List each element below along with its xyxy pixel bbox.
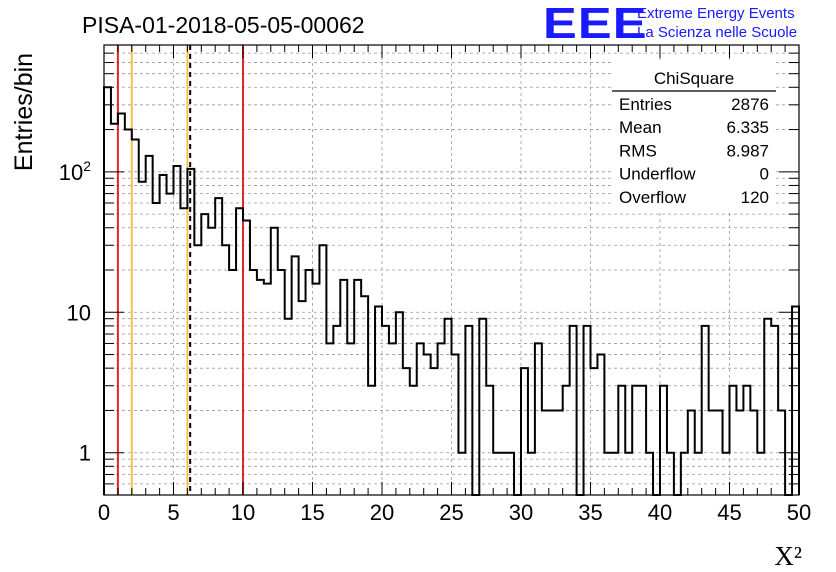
x-tick-label: 30	[509, 500, 533, 525]
stats-value: 0	[760, 165, 769, 184]
grid-lines	[104, 45, 799, 495]
y-tick-label: 102	[59, 158, 91, 185]
x-tick-label: 25	[439, 500, 463, 525]
stats-label: Entries	[619, 95, 672, 114]
stats-box: ChiSquare Entries 2876 Mean 6.335 RMS 8.987 Un…	[612, 60, 776, 210]
x-axis-label: X²	[774, 541, 802, 571]
stats-box-background	[612, 60, 776, 210]
x-tick-label: 20	[370, 500, 394, 525]
y-axis-label: Entries/bin	[10, 53, 38, 171]
eee-logo-mark: EEE	[543, 0, 648, 48]
histogram-bars	[103, 86, 800, 496]
y-tick-label: 10	[67, 300, 91, 325]
y-tick-labels: 1 10 102	[59, 158, 91, 466]
chart-title: PISA-01-2018-05-05-00062	[82, 12, 365, 38]
x-tick-label: 40	[648, 500, 672, 525]
axis-ticks	[103, 45, 800, 495]
x-tick-label: 10	[231, 500, 255, 525]
stats-value: 2876	[731, 95, 769, 114]
x-tick-label: 35	[578, 500, 602, 525]
stats-label: Overflow	[619, 188, 687, 207]
stats-box-rows: Entries 2876 Mean 6.335 RMS 8.987 Underflow 0 Ov…	[619, 95, 769, 207]
x-tick-label: 15	[300, 500, 324, 525]
stats-label: Underflow	[619, 165, 696, 184]
x-tick-labels: 0 5 10 15 20 25 30 35 40 45 50	[98, 500, 811, 525]
stats-label: RMS	[619, 141, 657, 160]
x-tick-label: 0	[98, 500, 110, 525]
stats-label: Mean	[619, 118, 662, 137]
y-tick-label: 1	[79, 441, 91, 466]
logo-line-2: La Scienza nelle Scuole	[637, 24, 798, 41]
x-tick-label: 50	[787, 500, 811, 525]
logo-line-1: Extreme Energy Events	[637, 5, 795, 22]
stats-value: 120	[741, 188, 769, 207]
stats-box-title: ChiSquare	[654, 69, 734, 88]
x-tick-label: 5	[167, 500, 179, 525]
stats-value: 6.335	[726, 118, 769, 137]
histogram-outline	[103, 86, 800, 496]
stats-value: 8.987	[726, 141, 769, 160]
x-tick-label: 45	[717, 500, 741, 525]
